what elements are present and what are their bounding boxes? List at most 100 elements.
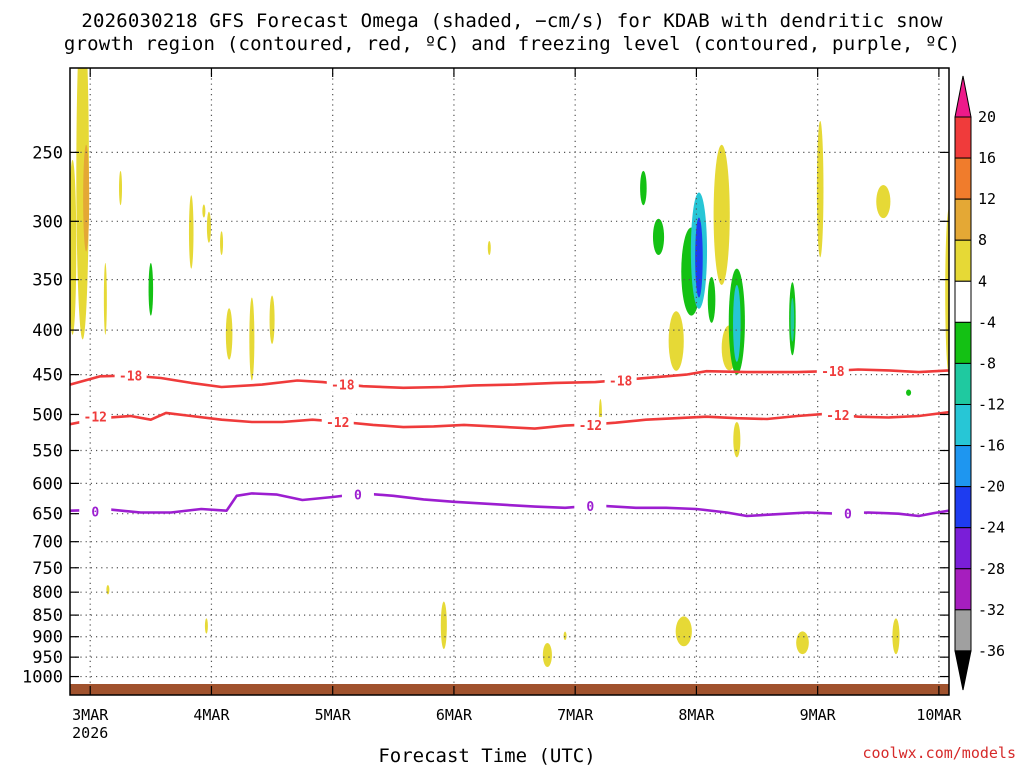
y-tick-label: 400	[32, 321, 63, 341]
plot-area	[70, 68, 949, 695]
x-tick-label: 5MAR	[315, 706, 352, 724]
y-tick-label: 1000	[22, 668, 63, 688]
colorbar-level-label: 8	[978, 231, 987, 249]
temperature-contours: -18 -18 -18 -18 -12 -12 -12 -12 0 0 0 0	[70, 363, 949, 523]
colorbar-level-label: 20	[978, 108, 996, 126]
omega-blob	[876, 184, 891, 219]
ground-strip	[70, 684, 949, 695]
colorbar-swatch	[954, 445, 972, 488]
dgz-minus12-label-bg	[321, 413, 354, 429]
dgz-minus18-label: -18	[609, 374, 633, 389]
dgz-minus12-label-bg	[79, 408, 112, 424]
omega-blob	[733, 284, 741, 362]
omega-blob	[70, 159, 77, 335]
freezing-level-0-label: 0	[354, 489, 362, 504]
colorbar-level-label: 12	[978, 190, 996, 208]
x-tick-label: 6MAR	[436, 706, 473, 724]
freezing-level-0-label: 0	[91, 505, 99, 520]
colorbar-swatch	[954, 198, 972, 241]
colorbar-level-label: -32	[978, 601, 1005, 619]
dgz-minus18-label: -18	[119, 369, 143, 384]
colorbar-swatch	[954, 362, 972, 405]
omega-blob	[148, 263, 154, 316]
colorbar-level-label: -36	[978, 642, 1005, 660]
omega-blob	[675, 616, 692, 647]
y-tick-label: 750	[32, 559, 63, 579]
x-axis-title: Forecast Time (UTC)	[378, 745, 596, 767]
omega-blob	[83, 144, 90, 252]
omega-blob	[892, 618, 900, 655]
omega-blob	[269, 295, 275, 345]
x-tick-label: 4MAR	[193, 706, 230, 724]
omega-blob	[225, 308, 233, 360]
colorbar-swatch	[954, 486, 972, 529]
colorbar-swatch	[954, 321, 972, 364]
colorbar-top-arrow	[954, 75, 972, 118]
dgz-minus12-label: -12	[826, 409, 849, 424]
dgz-minus18-label-bg	[604, 372, 637, 388]
omega-blob	[249, 297, 255, 381]
omega-blob	[76, 68, 89, 340]
source-credit: coolwx.com/models	[862, 744, 1016, 762]
x-tick-label: 9MAR	[800, 706, 837, 724]
plot-background	[70, 68, 949, 695]
dotted-grid	[70, 68, 949, 695]
dgz-minus18-label: -18	[331, 379, 355, 394]
omega-blob	[563, 631, 567, 641]
y-tick-label: 600	[32, 474, 63, 494]
colorbar-level-label: -24	[978, 519, 1005, 537]
colorbar-level-label: -8	[978, 354, 996, 372]
omega-blob	[713, 144, 730, 285]
y-tick-label: 700	[32, 533, 63, 553]
omega-blob	[652, 218, 665, 256]
omega-blob	[206, 211, 211, 243]
dgz-minus12-label-bg	[821, 407, 854, 423]
omega-blob	[695, 217, 703, 298]
y-tick-label: 850	[32, 606, 63, 626]
freezing-level-0-label-bg	[574, 498, 607, 514]
omega-blob	[103, 263, 107, 335]
y-tick-label: 550	[32, 442, 63, 462]
dgz-minus12-label: -12	[579, 419, 602, 434]
x-tick-sublabel: 2026	[72, 724, 108, 742]
colorbar-swatch	[954, 568, 972, 611]
freezing-level-0-label-bg	[79, 503, 112, 519]
omega-blob	[202, 204, 206, 218]
colorbar-swatch	[954, 609, 972, 652]
x-tick-label: 8MAR	[678, 706, 715, 724]
dgz-minus18-label-bg	[326, 376, 359, 392]
plot-border	[69, 67, 950, 696]
omega-blob	[668, 311, 684, 371]
colorbar-level-label: -16	[978, 437, 1005, 455]
y-tick-label: 250	[32, 143, 63, 163]
omega-blob	[945, 208, 949, 375]
dgz-minus12-label-bg	[574, 416, 607, 432]
x-tick-label: 10MAR	[916, 706, 962, 724]
y-tick-label: 650	[32, 505, 63, 525]
omega-blob	[487, 240, 491, 256]
colorbar-level-label: -28	[978, 560, 1005, 578]
omega-blob	[106, 585, 110, 595]
chart-title-line-2: growth region (contoured, red, ºC) and f…	[63, 33, 961, 55]
colorbar-swatch	[954, 116, 972, 159]
y-tick-label: 950	[32, 648, 63, 668]
dgz-minus12-label: -12	[84, 411, 107, 426]
omega-blob	[204, 618, 208, 634]
colorbar-swatch	[954, 403, 972, 447]
omega-blob	[906, 389, 912, 396]
omega-blob	[542, 642, 552, 667]
omega-blob	[440, 601, 447, 650]
omega-blob	[707, 276, 716, 323]
colorbar-level-label: -4	[978, 313, 996, 331]
freezing-level-0-label-bg	[341, 486, 374, 502]
dgz-minus18-label-bg	[114, 367, 147, 383]
x-tick-label: 7MAR	[557, 706, 594, 724]
plot-frame	[69, 67, 950, 696]
y-tick-label: 350	[32, 271, 63, 291]
colorbar-level-label: -20	[978, 478, 1005, 496]
omega-colorbar: 20 16 12 8 4 -4 -8 -12 -16 -20 -24 -28 -32 -36	[954, 75, 1005, 691]
chart-title-line-1: 2026030218 GFS Forecast Omega (shaded, −…	[81, 10, 943, 32]
freezing-level-0-label: 0	[844, 508, 852, 523]
pressure-axis: 2503003504004505005506006507007508008509…	[22, 143, 949, 688]
